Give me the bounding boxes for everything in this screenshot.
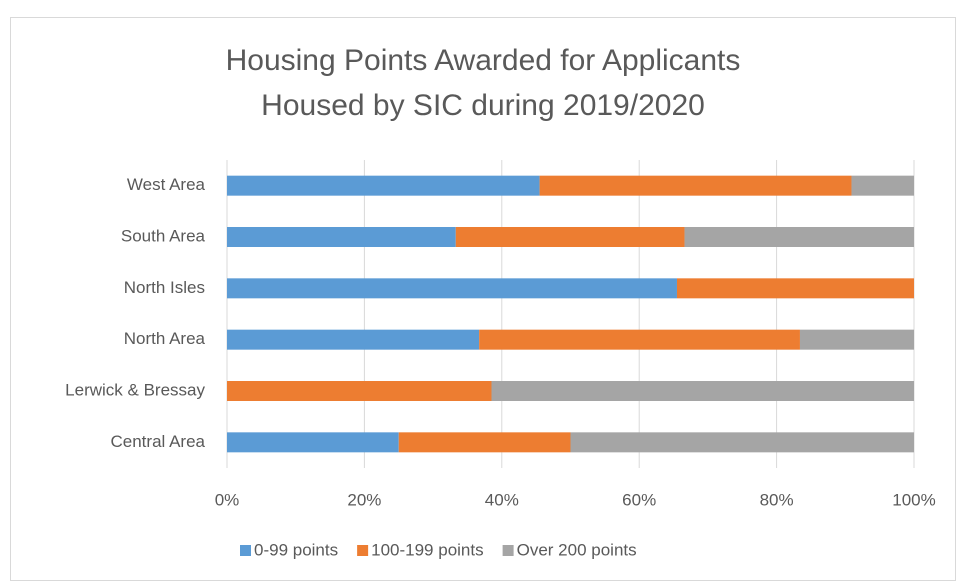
legend-swatch — [357, 545, 369, 556]
bar-segment — [539, 175, 852, 196]
legend-label: 0-99 points — [254, 540, 338, 559]
bar-segment — [684, 227, 914, 247]
bar-segment — [570, 432, 914, 453]
legend-swatch — [502, 545, 514, 556]
chart-title: Housing Points Awarded for Applicants — [226, 44, 741, 77]
x-tick-label: 40% — [485, 490, 519, 509]
bar-segment — [491, 381, 914, 401]
bar-segment — [227, 381, 492, 401]
bar-segment — [799, 329, 914, 350]
bar-segment — [227, 227, 456, 247]
y-tick-label: West Area — [127, 175, 206, 194]
y-tick-label: South Area — [121, 226, 206, 245]
bar-segment — [676, 278, 914, 299]
y-tick-label: Lerwick & Bressay — [65, 380, 205, 399]
bar-segment — [227, 432, 399, 453]
y-tick-label: Central Area — [111, 432, 206, 451]
x-tick-label: 60% — [622, 490, 656, 509]
x-tick-label: 80% — [760, 490, 794, 509]
bar-segment — [227, 278, 677, 299]
bar-segment — [398, 432, 571, 453]
bar-segment — [455, 227, 685, 247]
bar-segment — [851, 175, 914, 196]
bar-segment — [479, 329, 800, 350]
legend-label: Over 200 points — [517, 540, 637, 559]
x-tick-label: 0% — [215, 490, 240, 509]
x-tick-label: 20% — [347, 490, 381, 509]
bar-segment — [227, 329, 480, 350]
legend-swatch — [240, 545, 251, 556]
chart-border — [10, 17, 956, 581]
y-tick-label: North Area — [124, 329, 206, 348]
chart-title: Housed by SIC during 2019/2020 — [261, 89, 705, 122]
bar-segment — [227, 175, 540, 196]
y-tick-label: North Isles — [124, 278, 205, 297]
x-tick-label: 100% — [892, 490, 935, 509]
legend-label: 100-199 points — [371, 540, 483, 559]
